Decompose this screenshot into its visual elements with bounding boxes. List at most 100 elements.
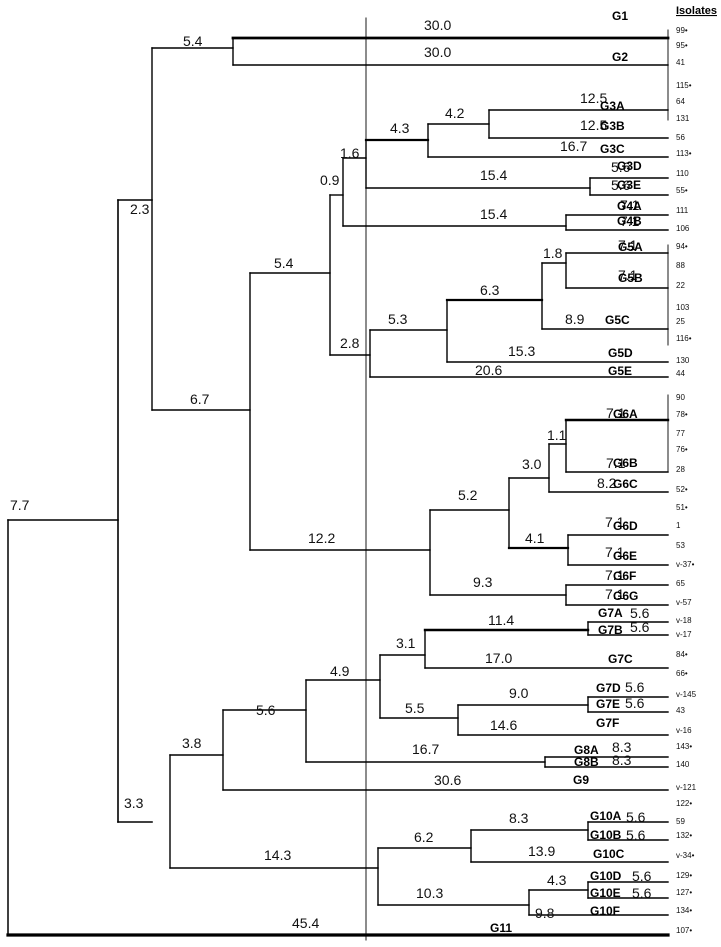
isolate-label-22: 77 (676, 429, 685, 438)
isolate-label-31: v-57 (676, 598, 692, 607)
branch-length-42: 3.3 (124, 795, 144, 811)
branch-length-28: 20.6 (475, 362, 502, 378)
group-label-7: G4A (617, 199, 642, 213)
branch-length-20: 2.8 (340, 335, 360, 351)
isolate-label-21: 78• (676, 410, 688, 419)
branch-length-51: 5.5 (405, 700, 425, 716)
isolate-label-12: 94• (676, 242, 688, 251)
tree-labels: Isolates 7.7 2.3 5.4 30.0 30.0 6.7 5.4 0.91.6 4.… (10, 5, 717, 935)
group-label-13: G5E (608, 364, 632, 378)
branch-length-34: 7.1 (606, 455, 626, 471)
isolate-label-40: 140 (676, 760, 690, 769)
branch-length-27: 15.3 (508, 343, 535, 359)
branch-length-24: 7.1 (618, 237, 638, 253)
branch-length-9: 4.3 (390, 120, 410, 136)
isolate-label-43: 59 (676, 817, 685, 826)
branch-length-12: 12.5 (580, 117, 607, 133)
branch-length-71: 45.4 (292, 915, 319, 931)
branch-length-15: 5.6 (611, 159, 631, 175)
branch-length-62: 8.3 (509, 810, 529, 826)
group-label-14: G6A (613, 407, 638, 421)
isolate-label-4: 64 (676, 97, 685, 106)
isolate-label-18: 130 (676, 356, 690, 365)
isolate-label-23: 76• (676, 445, 688, 454)
branch-length-23: 1.8 (543, 245, 563, 261)
isolate-label-24: 28 (676, 465, 685, 474)
group-label-35: G10F (590, 904, 620, 918)
isolate-label-46: 129• (676, 871, 692, 880)
branch-length-44: 5.6 (256, 702, 276, 718)
isolate-label-14: 22 (676, 281, 685, 290)
isolate-label-6: 56 (676, 133, 685, 142)
branch-length-41: 7.1 (605, 586, 625, 602)
isolate-label-48: 134• (676, 906, 692, 915)
group-label-8: G4B (617, 214, 642, 228)
branch-length-54: 5.6 (625, 695, 645, 711)
isolate-label-0: 99• (676, 26, 688, 35)
branch-length-2: 5.4 (183, 33, 203, 49)
branch-length-45: 4.9 (330, 663, 350, 679)
isolate-label-44: 132• (676, 831, 692, 840)
group-label-12: G5D (608, 346, 633, 360)
branch-length-52: 9.0 (509, 685, 529, 701)
group-label-21: G7A (598, 606, 623, 620)
group-label-30: G10A (590, 809, 622, 823)
group-label-36: G11 (490, 921, 512, 935)
group-label-15: G6B (613, 456, 638, 470)
group-label-16: G6C (613, 477, 638, 491)
group-label-34: G10E (590, 886, 621, 900)
branch-length-17: 15.4 (480, 206, 507, 222)
branch-length-53: 5.6 (625, 679, 645, 695)
isolate-label-29: v-37• (676, 560, 695, 569)
group-label-23: G7C (608, 652, 633, 666)
branch-length-47: 11.4 (488, 612, 514, 628)
isolate-label-9: 55• (676, 186, 688, 195)
branch-length-49: 5.6 (630, 619, 650, 635)
branch-length-68: 5.6 (632, 868, 652, 884)
isolate-label-10: 111 (676, 206, 689, 215)
isolate-label-38: v-16 (676, 726, 692, 735)
isolate-label-5: 131 (676, 114, 690, 123)
group-label-29: G9 (573, 773, 589, 787)
branch-length-22: 6.3 (480, 282, 500, 298)
group-label-10: G5B (618, 271, 643, 285)
isolate-label-37: 43 (676, 706, 685, 715)
branch-length-8: 1.6 (340, 145, 360, 161)
branch-length-25: 7.1 (618, 267, 638, 283)
branch-length-3: 30.0 (424, 17, 451, 33)
branch-length-61: 6.2 (414, 829, 434, 845)
group-label-31: G10B (590, 828, 622, 842)
branch-length-46: 3.1 (396, 635, 416, 651)
group-label-11: G5C (605, 313, 630, 327)
isolate-label-15: 103 (676, 303, 690, 312)
branch-length-40: 7.1 (605, 567, 625, 583)
branch-length-14: 15.4 (480, 167, 507, 183)
isolate-label-34: 84• (676, 650, 688, 659)
branch-length-64: 5.6 (626, 827, 646, 843)
branch-length-32: 1.1 (547, 427, 567, 443)
isolate-label-42: 122• (676, 799, 692, 808)
branch-length-18: 7.1 (620, 197, 640, 213)
branch-length-58: 8.3 (612, 752, 632, 768)
isolate-label-1: 95• (676, 41, 688, 50)
group-label-4: G3C (600, 142, 625, 156)
group-label-32: G10C (593, 847, 625, 861)
branch-length-4: 30.0 (424, 44, 451, 60)
group-label-33: G10D (590, 869, 622, 883)
group-label-22: G7B (598, 623, 623, 637)
isolate-label-30: 65 (676, 579, 685, 588)
branch-length-50: 17.0 (485, 650, 512, 666)
isolate-label-25: 52• (676, 485, 688, 494)
isolate-label-26: 51• (676, 503, 688, 512)
branch-length-16: 5.6 (611, 177, 631, 193)
isolate-label-19: 44 (676, 369, 685, 378)
branch-length-36: 4.1 (525, 530, 545, 546)
branch-length-35: 8.2 (597, 475, 617, 491)
branch-length-38: 7.1 (605, 544, 625, 560)
isolate-label-39: 143• (676, 742, 692, 751)
branch-length-48: 5.6 (630, 605, 650, 621)
branch-length-60: 14.3 (264, 847, 291, 863)
branch-length-7: 0.9 (320, 172, 340, 188)
group-label-24: G7D (596, 681, 621, 695)
isolates-header: Isolates (676, 5, 717, 17)
